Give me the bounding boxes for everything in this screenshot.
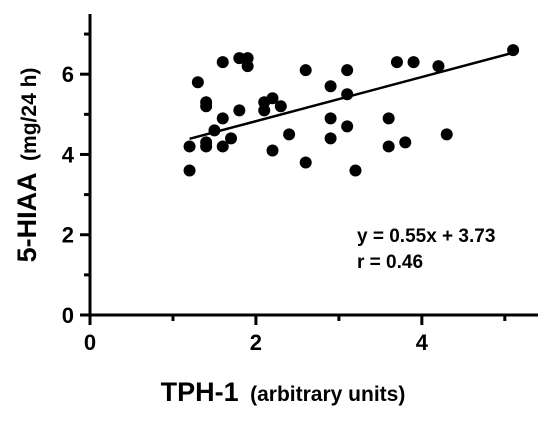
x-tick-label: 2 xyxy=(250,330,262,355)
y-tick-label: 4 xyxy=(62,142,75,167)
y-axis-title-sub: (mg/24 h) xyxy=(18,68,41,161)
data-point xyxy=(216,56,229,69)
data-point xyxy=(266,144,279,157)
data-point xyxy=(324,80,337,93)
x-tick-label: 0 xyxy=(84,330,96,355)
r-annotation: r = 0.46 xyxy=(357,252,423,273)
x-axis-title-main: TPH-1 xyxy=(161,377,239,407)
data-point xyxy=(233,52,246,65)
data-point xyxy=(233,104,246,117)
data-point xyxy=(341,64,354,77)
data-point xyxy=(183,164,196,177)
data-point xyxy=(225,132,238,145)
y-tick-label: 6 xyxy=(62,62,74,87)
fit-layer xyxy=(189,51,514,141)
y-tick-label: 2 xyxy=(62,223,74,248)
data-point xyxy=(299,64,312,77)
data-point xyxy=(399,136,412,149)
y-axis-title-main: 5-HIAA xyxy=(12,172,42,262)
data-point xyxy=(200,100,213,113)
data-point xyxy=(283,128,296,141)
data-point xyxy=(324,132,337,145)
data-point xyxy=(216,140,229,153)
x-tick-label: 4 xyxy=(416,330,429,355)
data-point xyxy=(191,76,204,89)
equation-annotation: y = 0.55x + 3.73 xyxy=(357,226,495,247)
y-axis-title: 5-HIAA (mg/24 h) xyxy=(12,68,42,263)
data-point xyxy=(432,60,445,73)
x-axis-title: TPH-1 (arbitrary units) xyxy=(161,377,406,407)
data-point xyxy=(390,56,403,69)
data-point xyxy=(382,140,395,153)
data-point xyxy=(299,156,312,169)
data-point xyxy=(216,112,229,125)
data-point xyxy=(274,100,287,113)
data-point xyxy=(258,104,271,117)
points-layer xyxy=(183,44,520,177)
x-axis-title-sub: (arbitrary units) xyxy=(250,383,405,406)
data-point xyxy=(183,140,196,153)
data-point xyxy=(324,112,337,125)
data-point xyxy=(341,120,354,133)
y-tick-label: 0 xyxy=(62,303,74,328)
data-point xyxy=(382,112,395,125)
regression-line xyxy=(189,51,514,141)
data-point xyxy=(241,60,254,73)
data-point xyxy=(200,140,213,153)
labels-layer: y = 0.55x + 3.73 r = 0.46 TPH-1 (arbitra… xyxy=(12,68,495,407)
data-point xyxy=(349,164,362,177)
axes-layer: 0 2 4 0 2 4 6 xyxy=(62,14,538,355)
data-point xyxy=(440,128,453,141)
data-point xyxy=(407,56,420,69)
data-point xyxy=(266,92,279,105)
